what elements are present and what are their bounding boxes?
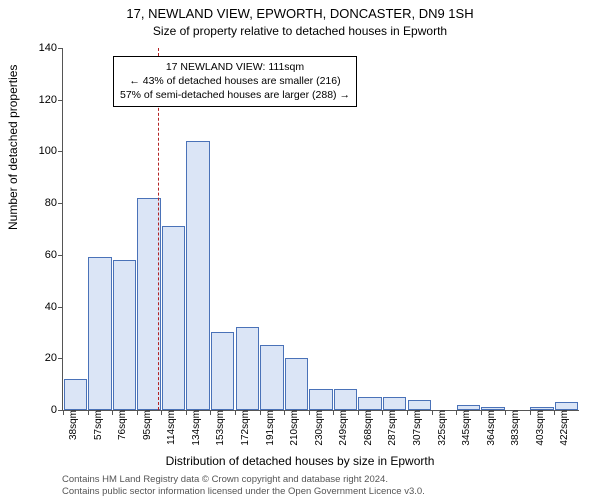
xtick-mark <box>358 410 359 415</box>
xtick-label: 287sqm <box>385 410 398 446</box>
xtick-label: 95sqm <box>140 410 153 440</box>
histogram-bar <box>285 358 308 410</box>
xtick-mark <box>481 410 482 415</box>
histogram-bar <box>186 141 209 410</box>
xtick-mark <box>235 410 236 415</box>
histogram-bar <box>88 257 111 410</box>
xtick-label: 153sqm <box>213 410 226 446</box>
xtick-mark <box>456 410 457 415</box>
xtick-mark <box>554 410 555 415</box>
histogram-bar <box>64 379 87 410</box>
xtick-mark <box>210 410 211 415</box>
annotation-line: ← 43% of detached houses are smaller (21… <box>120 74 350 88</box>
ytick-label: 100 <box>39 145 63 157</box>
footer-line-2: Contains public sector information licen… <box>62 486 425 498</box>
xtick-label: 307sqm <box>410 410 423 446</box>
xtick-mark <box>432 410 433 415</box>
xtick-label: 191sqm <box>263 410 276 446</box>
xtick-label: 249sqm <box>336 410 349 446</box>
xtick-label: 268sqm <box>361 410 374 446</box>
xtick-label: 325sqm <box>435 410 448 446</box>
xtick-mark <box>407 410 408 415</box>
annotation-line: 57% of semi-detached houses are larger (… <box>120 88 350 102</box>
xtick-mark <box>137 410 138 415</box>
ytick-label: 80 <box>45 197 63 209</box>
histogram-bar <box>334 389 357 410</box>
xtick-mark <box>309 410 310 415</box>
histogram-bar <box>236 327 259 410</box>
histogram-bar <box>113 260 136 410</box>
ytick-label: 140 <box>39 42 63 54</box>
xtick-mark <box>505 410 506 415</box>
x-axis-label: Distribution of detached houses by size … <box>0 454 600 468</box>
xtick-mark <box>382 410 383 415</box>
ytick-label: 20 <box>45 352 63 364</box>
xtick-label: 230sqm <box>312 410 325 446</box>
xtick-label: 422sqm <box>557 410 570 446</box>
xtick-mark <box>112 410 113 415</box>
xtick-mark <box>186 410 187 415</box>
footer-line-1: Contains HM Land Registry data © Crown c… <box>62 474 425 486</box>
xtick-label: 364sqm <box>484 410 497 446</box>
xtick-label: 38sqm <box>66 410 79 440</box>
footer-attribution: Contains HM Land Registry data © Crown c… <box>62 474 425 498</box>
histogram-bar <box>358 397 381 410</box>
annotation-line: 17 NEWLAND VIEW: 111sqm <box>120 60 350 74</box>
xtick-label: 172sqm <box>238 410 251 446</box>
xtick-label: 76sqm <box>115 410 128 440</box>
annotation-box: 17 NEWLAND VIEW: 111sqm← 43% of detached… <box>113 56 357 107</box>
chart-title-sub: Size of property relative to detached ho… <box>0 24 600 38</box>
xtick-label: 57sqm <box>91 410 104 440</box>
chart-container: 17, NEWLAND VIEW, EPWORTH, DONCASTER, DN… <box>0 0 600 500</box>
histogram-bar <box>555 402 578 410</box>
xtick-mark <box>260 410 261 415</box>
xtick-label: 134sqm <box>189 410 202 446</box>
histogram-bar <box>383 397 406 410</box>
histogram-bar <box>408 400 431 410</box>
y-axis-label: Number of detached properties <box>6 65 20 230</box>
xtick-label: 345sqm <box>459 410 472 446</box>
ytick-label: 0 <box>51 404 63 416</box>
plot-area: 02040608010012014038sqm57sqm76sqm95sqm11… <box>62 48 579 411</box>
xtick-mark <box>63 410 64 415</box>
xtick-label: 403sqm <box>533 410 546 446</box>
xtick-label: 114sqm <box>164 410 177 445</box>
ytick-label: 60 <box>45 249 63 261</box>
histogram-bar <box>309 389 332 410</box>
histogram-bar <box>162 226 185 410</box>
ytick-label: 40 <box>45 301 63 313</box>
ytick-label: 120 <box>39 94 63 106</box>
xtick-label: 383sqm <box>508 410 521 446</box>
xtick-mark <box>161 410 162 415</box>
xtick-mark <box>333 410 334 415</box>
histogram-bar <box>211 332 234 410</box>
xtick-mark <box>530 410 531 415</box>
xtick-mark <box>88 410 89 415</box>
histogram-bar <box>260 345 283 410</box>
xtick-mark <box>284 410 285 415</box>
xtick-label: 210sqm <box>287 410 300 446</box>
chart-title-main: 17, NEWLAND VIEW, EPWORTH, DONCASTER, DN… <box>0 6 600 21</box>
